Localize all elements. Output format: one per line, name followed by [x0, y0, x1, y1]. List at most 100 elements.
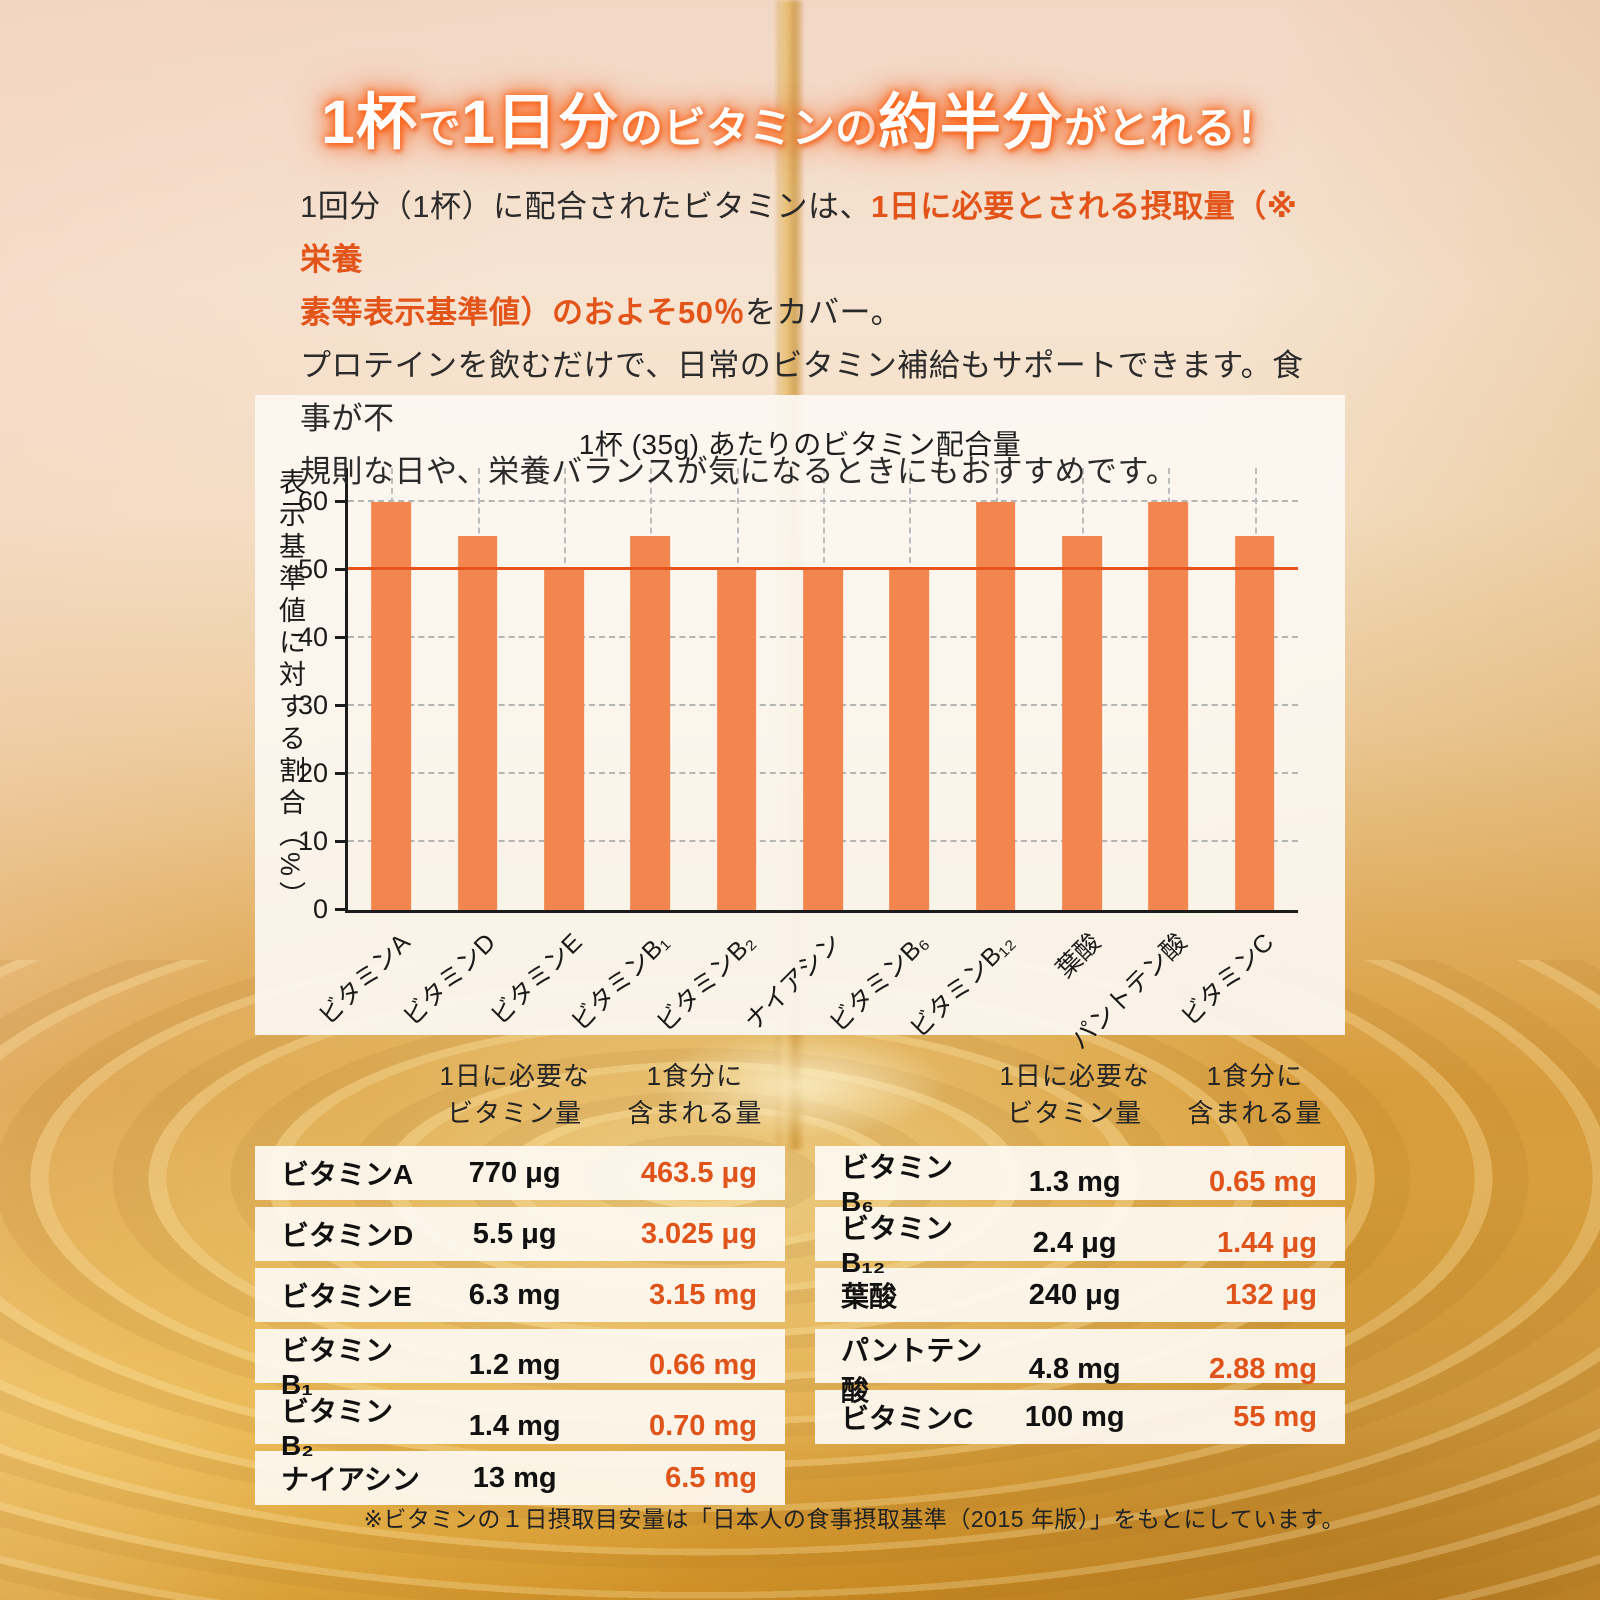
- bar-slot: ビタミンB₁: [566, 468, 693, 1037]
- cell-vitamin-name: ビタミンC: [841, 1403, 974, 1434]
- x-axis-label: ビタミンD: [398, 928, 502, 1032]
- title-segment: のビタミンの: [619, 105, 878, 153]
- header-line: 含まれる量: [1187, 1098, 1323, 1128]
- table-row: ビタミンB₁₂ 2.4 μg 1.44 μg: [815, 1207, 1345, 1278]
- table-header-spacer: [255, 1058, 425, 1132]
- header-line: ビタミン量: [447, 1098, 583, 1128]
- bar-slots: ビタミンA ビタミンD ビタミンE ビタミンB₁ ビタミンB₂ ナイアシン ビタミンB₆ ビタ…: [313, 468, 1298, 1055]
- y-tick-label: 0: [312, 894, 328, 924]
- cell-daily-amount: 5.5 μg: [472, 1217, 557, 1250]
- table-row: ビタミンB₂ 1.4 mg 0.70 mg: [255, 1390, 785, 1461]
- cell-daily-amount: 100 mg: [1024, 1400, 1125, 1433]
- y-tick-label: 40: [297, 622, 328, 653]
- title-segment: 1日分: [460, 88, 620, 156]
- cell-vitamin-name: ビタミンB₆: [841, 1152, 954, 1217]
- table-row: ナイアシン 13 mg 6.5 mg: [255, 1451, 785, 1505]
- y-tick-mark: [335, 500, 348, 503]
- table-row: ビタミンB₆ 1.3 mg 0.65 mg: [815, 1146, 1345, 1217]
- cell-serving-amount: 6.5 mg: [665, 1461, 757, 1494]
- bar-slot: ビタミンA: [313, 468, 434, 1031]
- table-row: ビタミンC 100 mg 55 mg: [815, 1390, 1345, 1444]
- header-line: ビタミン量: [1007, 1098, 1143, 1128]
- bar: [1148, 502, 1189, 910]
- footnote: ※ビタミンの１日摂取目安量は「日本人の食事摂取基準（2015 年版）」をもとにし…: [363, 1506, 1345, 1532]
- y-tick-mark: [335, 636, 348, 640]
- liquid-splash-highlight: [650, 1030, 950, 1140]
- table-row: パントテン酸 4.8 mg 2.88 mg: [815, 1329, 1345, 1406]
- table-header-serving: 1食分に含まれる量: [1165, 1058, 1345, 1132]
- table-row: ビタミンA 770 μg 463.5 μg: [255, 1146, 785, 1200]
- cell-daily-amount: 240 μg: [1028, 1278, 1121, 1311]
- table-header-daily: 1日に必要な ビタミン量: [985, 1058, 1165, 1132]
- bar-slot: ビタミンB₁₂: [905, 468, 1039, 1043]
- table-header-row: 1日に必要な ビタミン量 1食分に 含まれる量: [815, 1058, 1345, 1132]
- lead-text-segment: 1回分（1杯）に配合されたビタミンは、: [300, 189, 871, 224]
- cell-serving-amount: 3.15 mg: [648, 1278, 757, 1311]
- page-title: 1杯で1日分のビタミンの約半分がとれる！: [0, 72, 1600, 161]
- cell-daily-amount: 4.8 mg: [1028, 1352, 1121, 1385]
- cell-daily-amount: 13 mg: [472, 1461, 557, 1494]
- table-header-spacer: [815, 1058, 985, 1132]
- bar-slot: ビタミンB₆: [824, 468, 952, 1038]
- cell-daily-amount: 2.4 μg: [1032, 1226, 1117, 1259]
- vitamin-bar-chart-card: 1杯 (35g) あたりのビタミン配合量 表示基準値に対する割合（%） 0 10 2…: [255, 395, 1345, 1055]
- cell-vitamin-name: ビタミンA: [281, 1159, 414, 1190]
- vitamin-table-right: 1日に必要な ビタミン量 1食分に 含まれる量 ビタミンB₆ 1.3 mg 0.65 mg ビ…: [815, 1058, 1345, 1512]
- cell-serving-amount: 2.88 mg: [1208, 1352, 1317, 1385]
- cell-serving-amount: 132 μg: [1225, 1278, 1317, 1311]
- cell-vitamin-name: ビタミンB₁: [281, 1335, 394, 1400]
- table-row: ビタミンB₁ 1.2 mg 0.66 mg: [255, 1329, 785, 1400]
- cell-serving-amount: 0.66 mg: [648, 1348, 757, 1381]
- cell-daily-amount: 1.2 mg: [468, 1348, 561, 1381]
- bar: [1062, 536, 1102, 910]
- table-row: 葉酸 240 μg 132 μg: [815, 1268, 1345, 1322]
- table-row: ビタミンE 6.3 mg 3.15 mg: [255, 1268, 785, 1322]
- cell-serving-amount: 1.44 μg: [1217, 1226, 1317, 1259]
- header-line: 1日に必要な: [999, 1061, 1150, 1091]
- chart-title: 1杯 (35g) あたりのビタミン配合量: [578, 429, 1022, 460]
- y-tick-mark: [335, 772, 348, 776]
- y-tick-mark: [335, 568, 348, 571]
- header-line: 1食分に: [1206, 1061, 1304, 1091]
- bar: [1234, 536, 1275, 910]
- lead-line: プロテインを飲むだけで、日常のビタミン補給もサポートできます。食事が不: [300, 339, 1320, 445]
- bar: [716, 570, 757, 910]
- cell-vitamin-name: ナイアシン: [281, 1464, 420, 1495]
- reference-line: [348, 567, 1298, 570]
- cell-vitamin-name: パントテン酸: [841, 1335, 983, 1406]
- bar: [803, 570, 843, 910]
- bar-slot: パントテン酸: [1066, 468, 1211, 1055]
- cell-serving-amount: 0.65 mg: [1208, 1165, 1317, 1198]
- bar: [371, 502, 412, 910]
- table-header-serving: 1食分に 含まれる量: [605, 1058, 785, 1132]
- lead-text-segment: 1日に必要とされる摂取量（※栄養: [300, 189, 1298, 277]
- y-tick-label: 60: [297, 486, 328, 516]
- bar: [544, 570, 584, 910]
- header-line: 含まれる量: [627, 1098, 763, 1128]
- cell-serving-amount: 55 mg: [1233, 1400, 1317, 1433]
- title-segment: がとれる！: [1063, 105, 1279, 153]
- x-axis-label: ビタミンC: [1175, 928, 1279, 1032]
- header-line: 1日に必要な: [439, 1061, 590, 1091]
- y-axis-label: 表示基準値に対する割合（%）: [275, 468, 305, 914]
- cell-serving-amount: 0.70 mg: [648, 1409, 757, 1442]
- bar-slot: 葉酸: [1039, 468, 1125, 983]
- bar-slot: ナイアシン: [740, 468, 866, 1036]
- cell-vitamin-name: ビタミンD: [281, 1220, 414, 1251]
- lead-text-segment: をカバー。: [744, 295, 903, 330]
- lead-text-segment: 規則な日や、栄養バランスが気になるときにもおすすめです。: [300, 454, 1178, 489]
- cell-daily-amount: 770 μg: [468, 1156, 561, 1189]
- cell-daily-amount: 6.3 mg: [468, 1278, 561, 1311]
- bar: [630, 536, 671, 910]
- y-tick-mark: [335, 704, 348, 707]
- vitamin-tables: 1日に必要な ビタミン量 1食分に 含まれる量 ビタミンA 770 μg 463.5 μg ビ…: [255, 1058, 1345, 1512]
- y-tick-label: 30: [297, 690, 328, 720]
- cell-vitamin-name: ビタミンE: [281, 1281, 412, 1312]
- lead-line: 1回分（1杯）に配合されたビタミンは、1日に必要とされる摂取量（※栄養: [300, 180, 1320, 286]
- y-tick-label: 20: [297, 758, 328, 789]
- title-segment: で: [417, 105, 461, 153]
- cell-vitamin-name: ビタミンB₂: [281, 1396, 394, 1461]
- bar: [889, 570, 930, 910]
- x-axis-label: ビタミンA: [312, 928, 416, 1031]
